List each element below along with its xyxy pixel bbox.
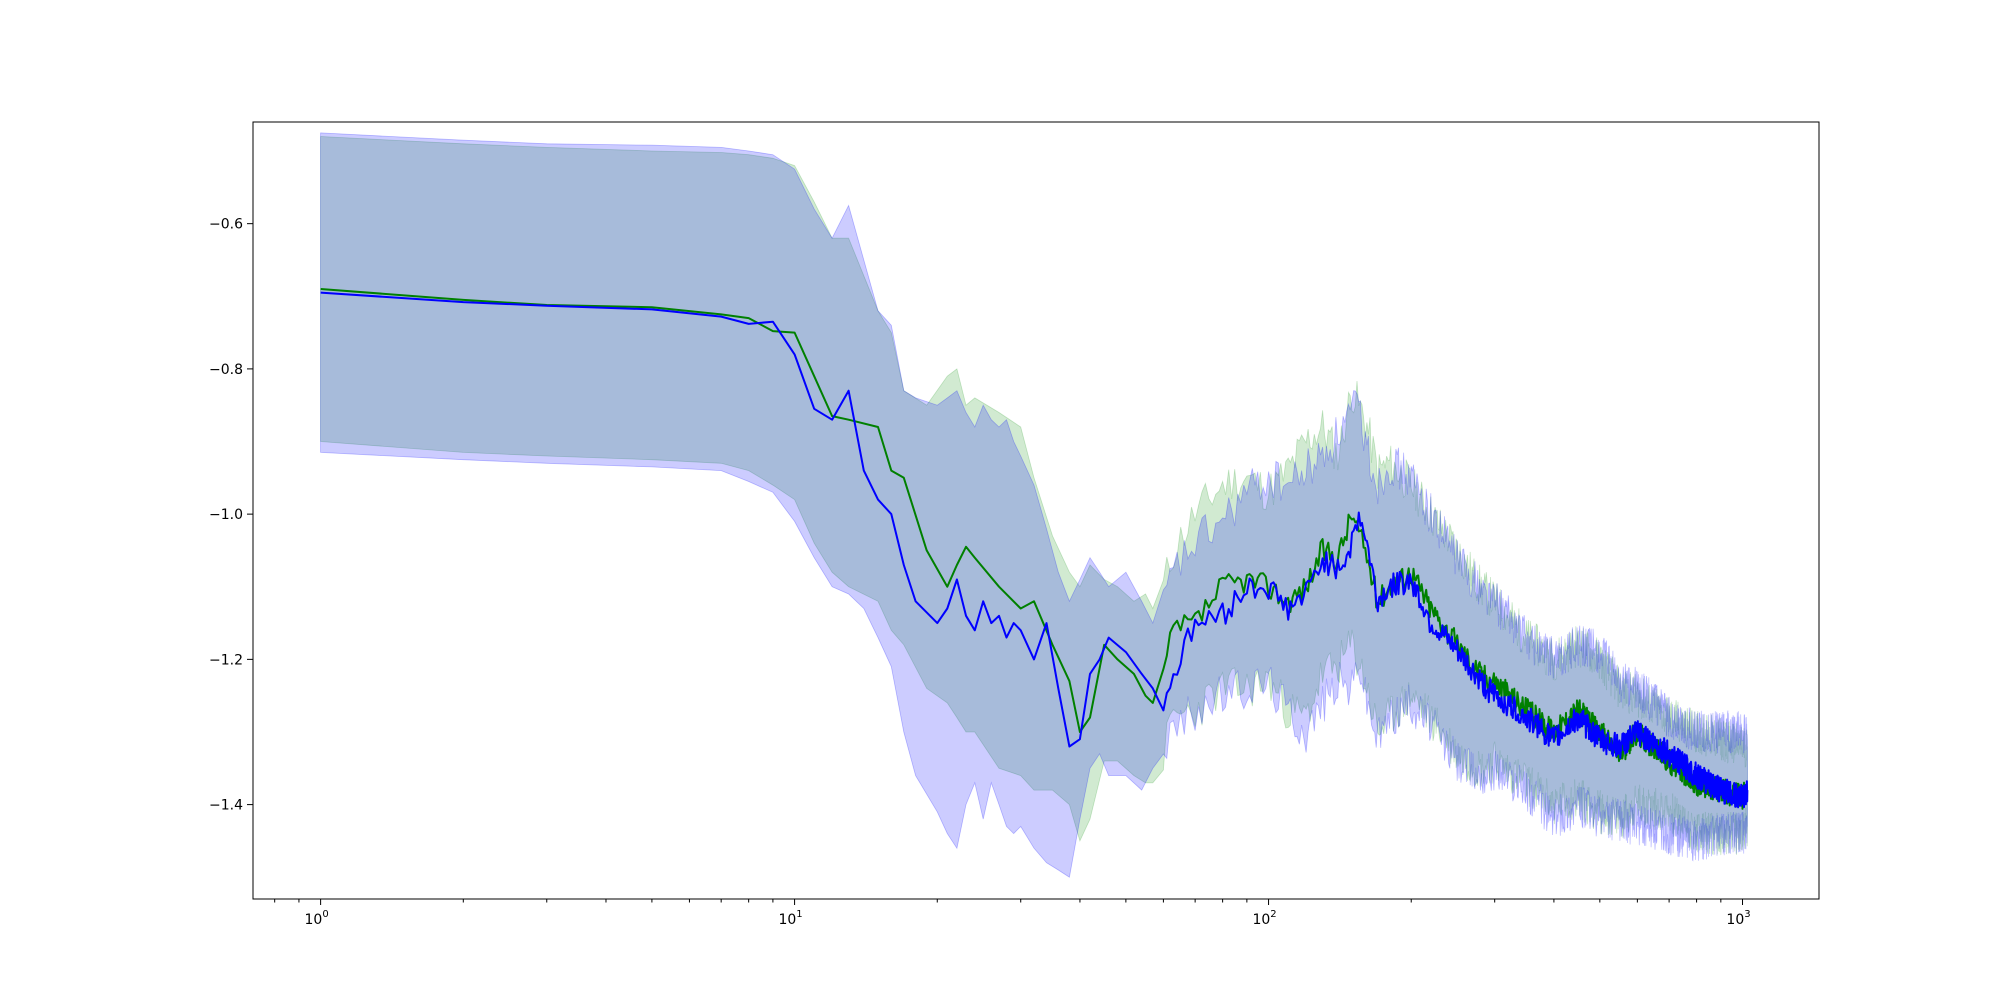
x-tick-label: 103 xyxy=(1726,909,1750,928)
series-lines xyxy=(320,288,1749,810)
x-tick-label: 102 xyxy=(1252,909,1276,928)
plot-frame xyxy=(252,121,1820,900)
y-axis: −0.6 −0.8 −1.0 −1.2 −1.4 xyxy=(209,217,253,814)
series-line-1 xyxy=(320,291,1749,809)
y-tick-label: −1.4 xyxy=(209,798,243,814)
x-tick-exponent: 3 xyxy=(1744,909,1750,920)
x-tick-exponent: 0 xyxy=(322,909,328,920)
x-tick-exponent: 1 xyxy=(796,909,802,920)
x-tick-label: 100 xyxy=(305,909,329,928)
confidence-band-1 xyxy=(320,132,1748,878)
y-tick-label: −0.6 xyxy=(209,217,243,233)
y-tick-label: −0.8 xyxy=(209,362,243,378)
x-tick-label: 101 xyxy=(778,909,802,928)
y-tick-label: −1.0 xyxy=(209,507,243,523)
x-axis: 100 101 102 103 xyxy=(274,899,1751,928)
confidence-band-0 xyxy=(320,136,1748,856)
x-tick-exponent: 2 xyxy=(1270,909,1276,920)
y-tick-label: −1.2 xyxy=(209,652,243,668)
confidence-bands xyxy=(320,132,1748,878)
